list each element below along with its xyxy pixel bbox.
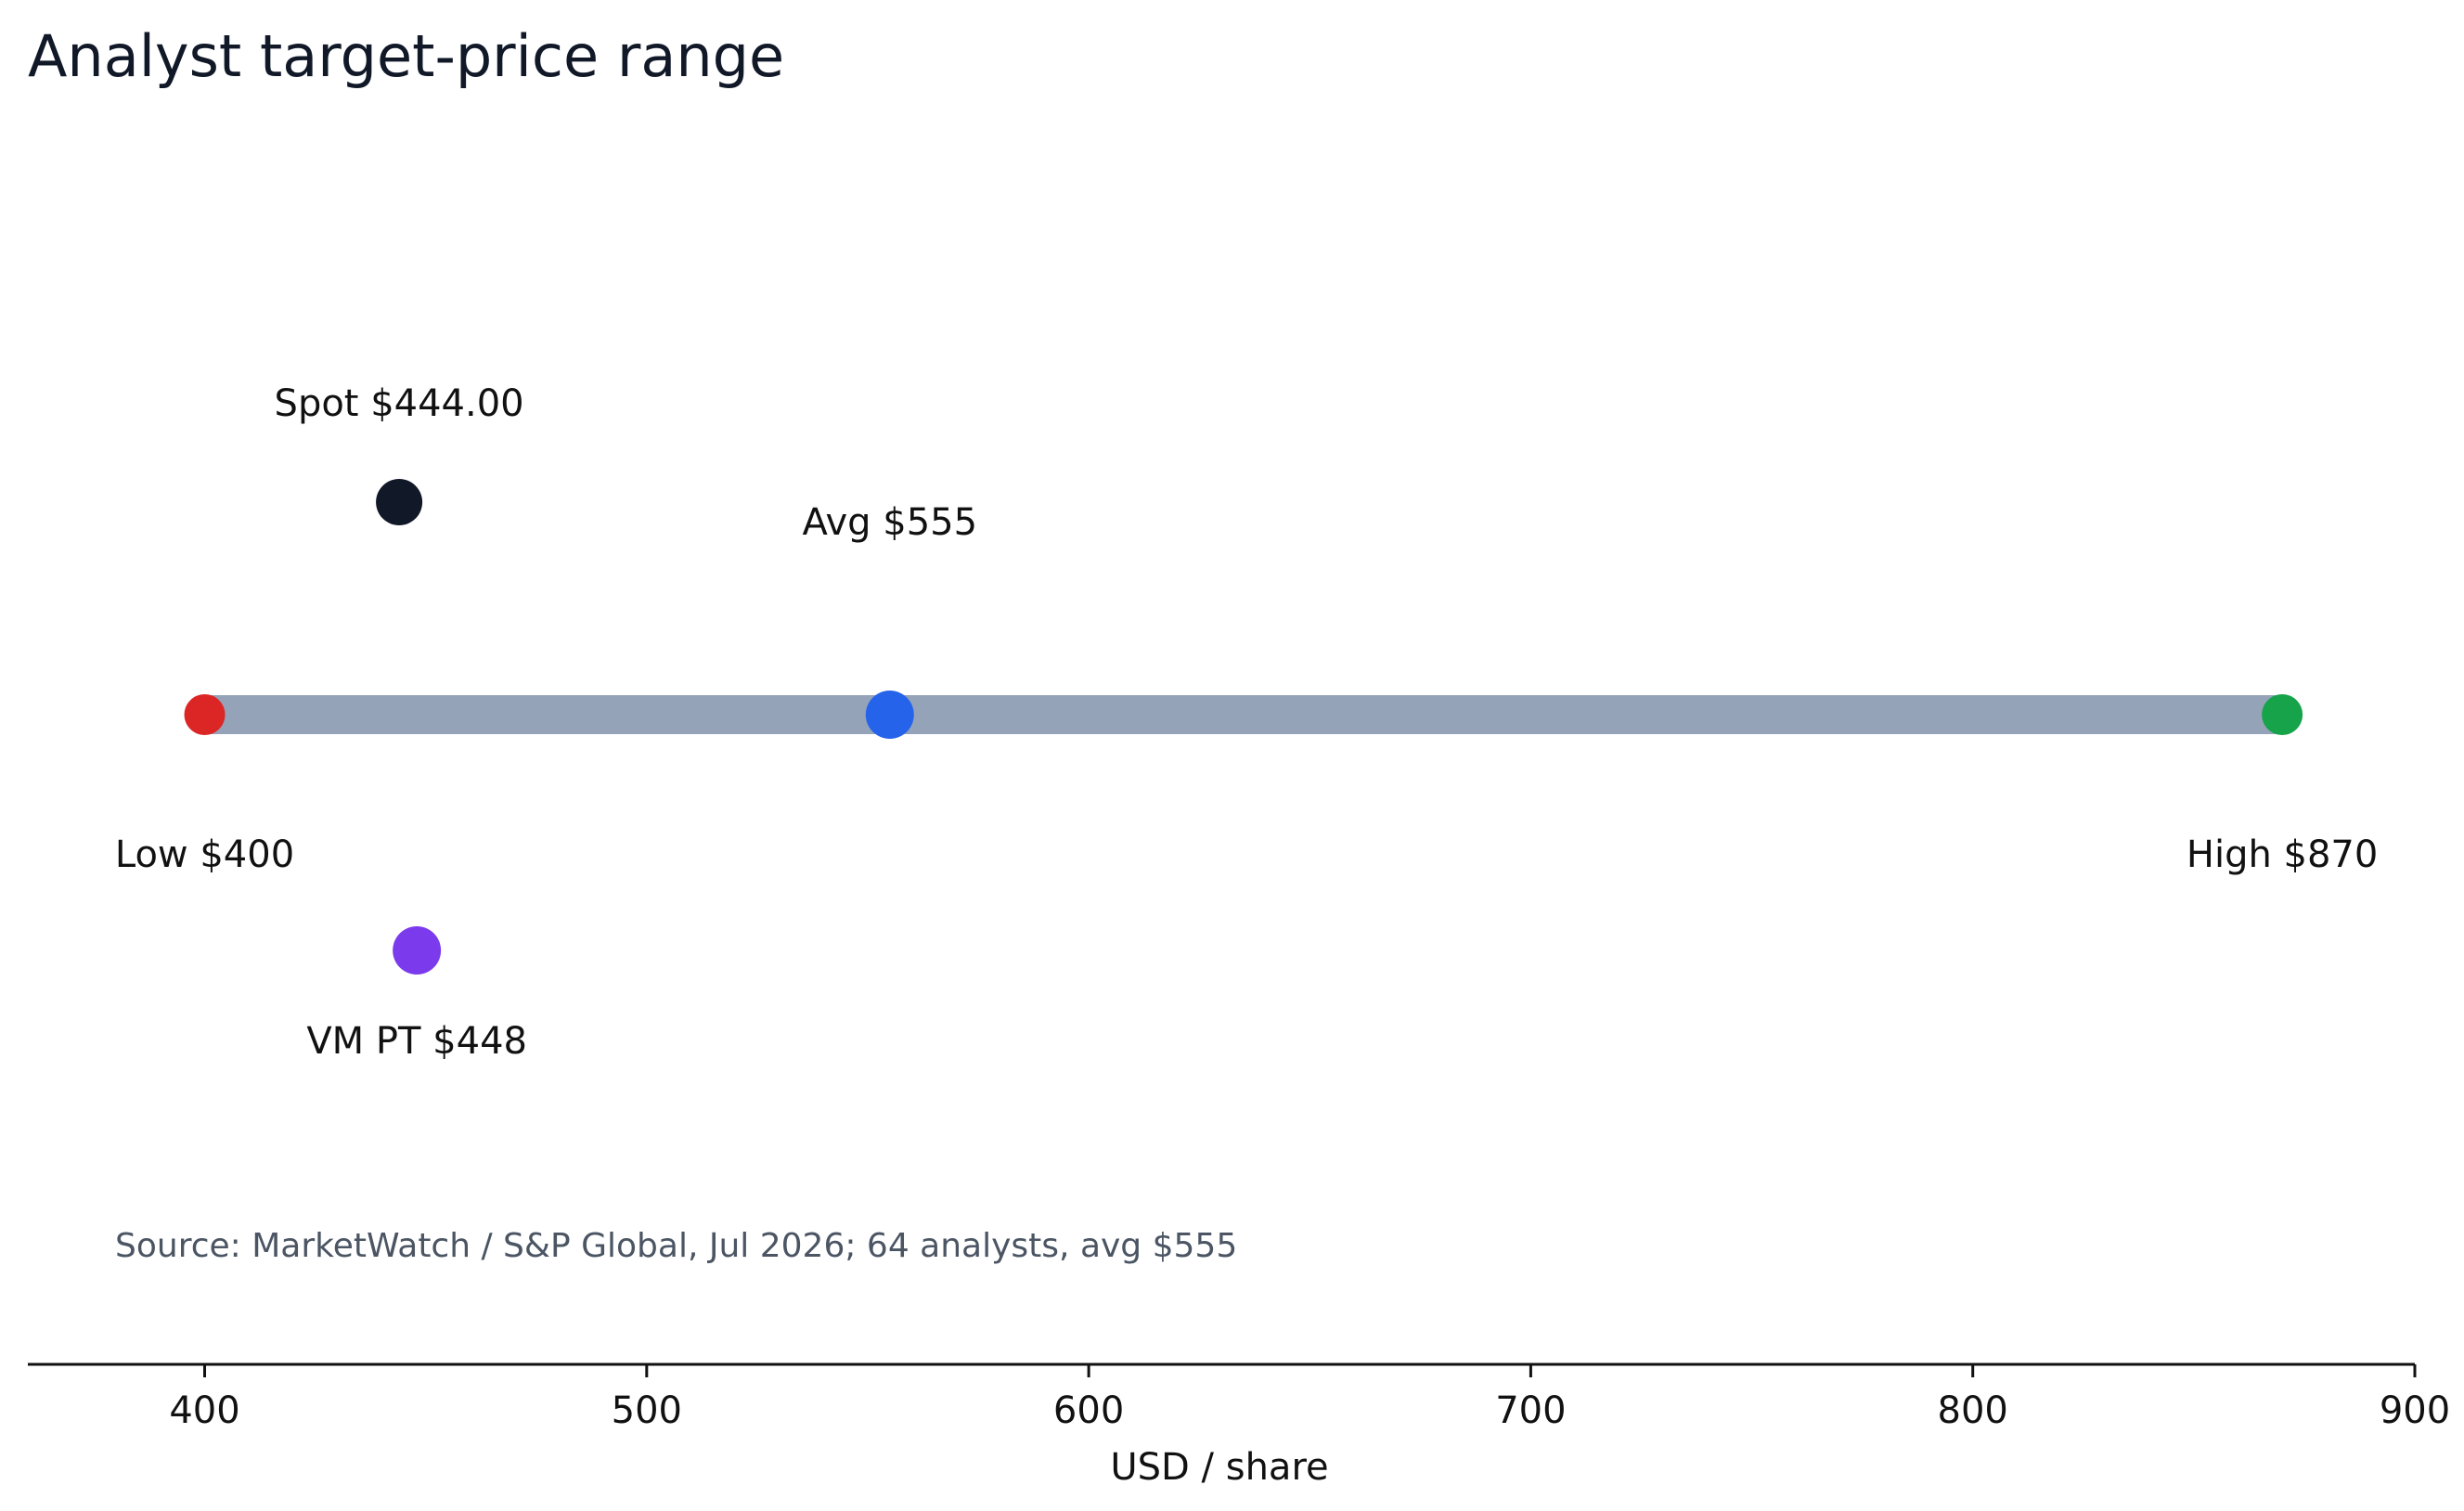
x-tick-label: 500 [612,1389,682,1432]
high-label: High $870 [2187,833,2378,876]
x-tick-label: 800 [1938,1389,2008,1432]
x-axis-label: USD / share [1110,1446,1328,1489]
vm-marker [393,926,442,975]
x-tick-label: 900 [2380,1389,2450,1432]
x-axis: 400 500 600 700 800 900 [28,1362,2450,1432]
spot-marker [376,479,423,525]
low-marker [184,694,226,735]
x-tick-label: 400 [169,1389,239,1432]
avg-marker [865,691,914,739]
source-annotation: Source: MarketWatch / S&P Global, Jul 20… [115,1227,1237,1265]
avg-label: Avg $555 [802,501,977,544]
spot-label: Spot $444.00 [275,382,524,425]
chart-title: Analyst target-price range [28,22,784,90]
plot-area: Low $400 Avg $555 High $870 Spot $444.00 VM … [115,382,2378,1063]
vm-label: VM PT $448 [306,1020,527,1063]
x-tick-label: 700 [1495,1389,1566,1432]
x-tick-label: 600 [1053,1389,1124,1432]
low-label: Low $400 [115,833,294,876]
high-marker [2262,694,2303,735]
